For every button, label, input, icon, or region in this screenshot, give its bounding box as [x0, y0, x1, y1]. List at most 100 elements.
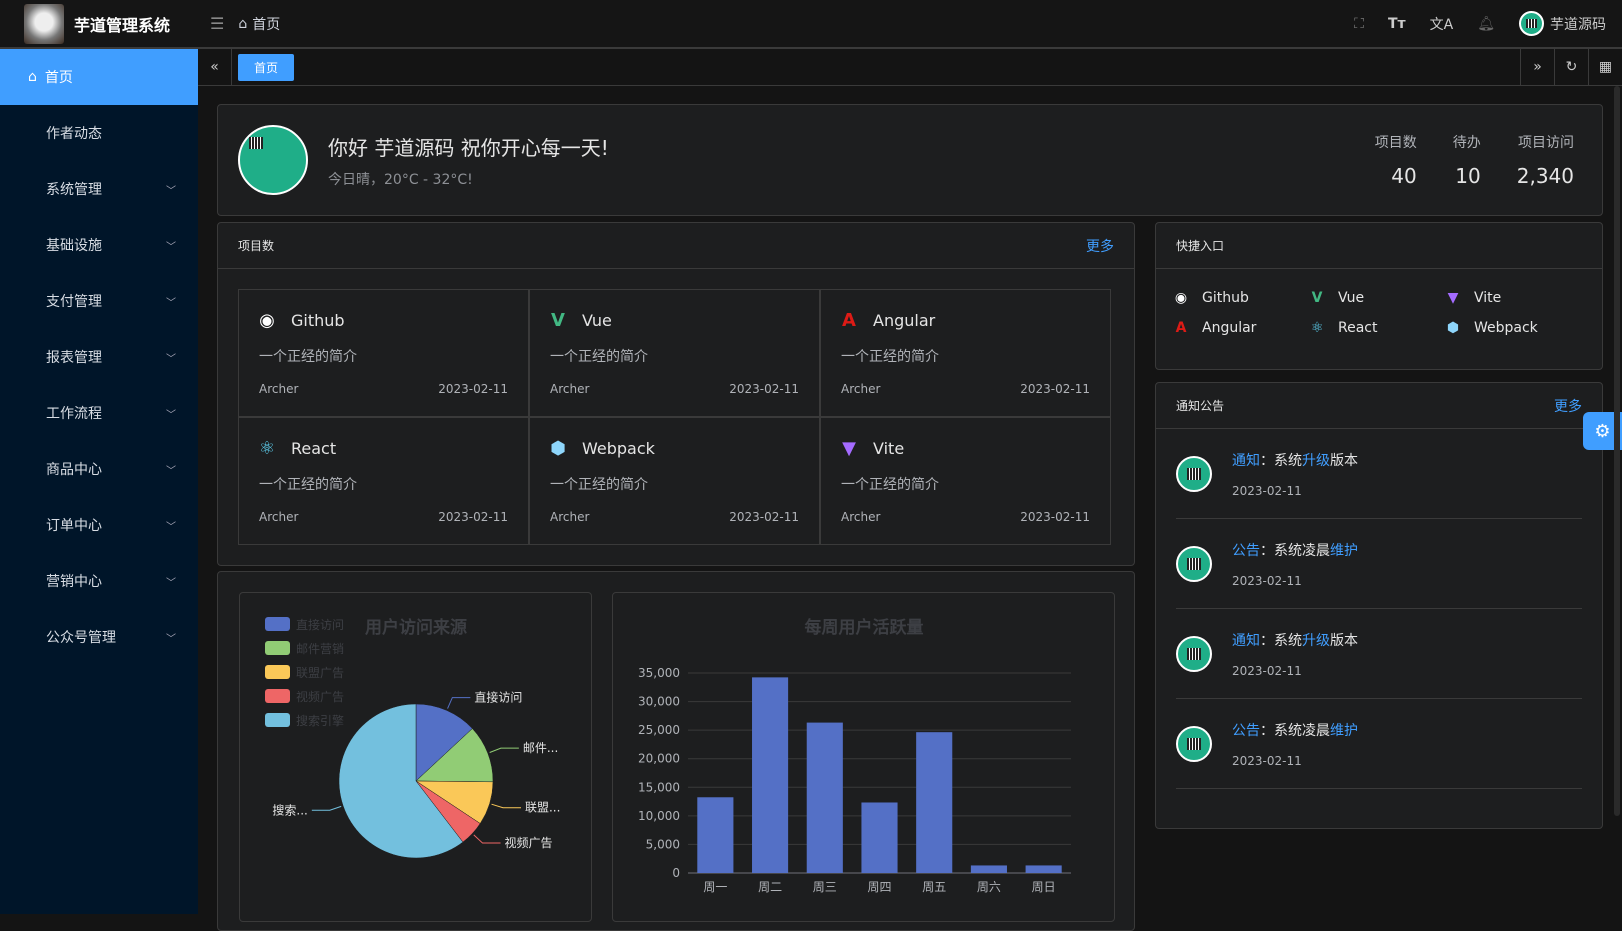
- stat-visits: 项目访问 2,340: [1516, 135, 1574, 188]
- project-name: Vue: [582, 310, 612, 330]
- project-desc: 一个正经的简介: [259, 349, 357, 365]
- project-card[interactable]: ▼ Vite 一个正经的简介 Archer 2023-02-11: [820, 417, 1111, 545]
- project-card[interactable]: A Angular 一个正经的简介 Archer 2023-02-11: [820, 289, 1111, 417]
- sidebar-item[interactable]: 公众号管理 ﹀: [0, 609, 198, 665]
- scroll-right-icon[interactable]: »: [1520, 49, 1554, 85]
- label-line: [491, 803, 521, 809]
- pie-slice: [338, 703, 464, 859]
- sidebar-item[interactable]: 报表管理 ﹀: [0, 329, 198, 385]
- scroll-left-icon[interactable]: «: [198, 49, 232, 85]
- project-card[interactable]: ⚛ React 一个正经的简介 Archer 2023-02-11: [238, 417, 529, 545]
- sidebar-item[interactable]: ⌂ 首页: [0, 49, 198, 105]
- project-date: 2023-02-11: [1020, 382, 1090, 396]
- project-card[interactable]: ◉ Github 一个正经的简介 Archer 2023-02-11: [238, 289, 529, 417]
- notice-date: 2023-02-11: [1232, 753, 1302, 768]
- shortcut-link[interactable]: V Vue: [1308, 289, 1444, 307]
- project-card[interactable]: V Vue 一个正经的简介 Archer 2023-02-11: [529, 289, 820, 417]
- notice-item[interactable]: 通知：系统升级版本 2023-02-11: [1176, 609, 1582, 699]
- slice-label: 直接访问: [474, 690, 522, 705]
- y-tick-label: 30,000: [638, 695, 680, 709]
- sidebar-item-label: 基础设施: [46, 238, 102, 254]
- sidebar-item[interactable]: 工作流程 ﹀: [0, 385, 198, 441]
- notice-text-end: 版本: [1330, 452, 1358, 469]
- projects-card: 项目数 更多 ◉ Github 一个正经的简介 Archer 2023-02-11 V V…: [217, 222, 1135, 566]
- chevron-down-icon: ﹀: [166, 241, 176, 253]
- avatar: [1176, 455, 1212, 492]
- project-name: Vite: [873, 438, 905, 458]
- user-menu[interactable]: 芋道源码: [1519, 11, 1606, 36]
- sidebar-item[interactable]: 作者动态: [0, 105, 198, 161]
- font-size-icon[interactable]: Tт: [1387, 15, 1406, 32]
- refresh-icon[interactable]: ↻: [1554, 49, 1588, 85]
- x-tick-label: 周一: [703, 880, 727, 894]
- avatar: [1176, 545, 1212, 582]
- sidebar-item[interactable]: 基础设施 ﹀: [0, 217, 198, 273]
- bar: [916, 732, 953, 873]
- notice-date: 2023-02-11: [1232, 573, 1302, 588]
- bar-chart: 每周用户活跃量 0 5,000 10,000 15,000 20,000 25,000 30,…: [638, 617, 1071, 894]
- label-line: [473, 834, 501, 844]
- sidebar-item-label: 首页: [44, 70, 73, 86]
- fullscreen-icon[interactable]: ⛶: [1354, 15, 1364, 32]
- sidebar-item[interactable]: 支付管理 ﹀: [0, 273, 198, 329]
- welcome-avatar: [238, 125, 308, 195]
- scrollbar[interactable]: [1614, 86, 1620, 816]
- project-date: 2023-02-11: [438, 382, 508, 396]
- notice-item[interactable]: 公告：系统凌晨维护 2023-02-11: [1176, 699, 1582, 789]
- notice-text-end: 版本: [1330, 632, 1358, 649]
- shortcut-link[interactable]: ⚛ React: [1308, 319, 1444, 337]
- sidebar-item[interactable]: 营销中心 ﹀: [0, 553, 198, 609]
- sidebar-item[interactable]: 商品中心 ﹀: [0, 441, 198, 497]
- shortcut-label: Vite: [1474, 290, 1502, 306]
- breadcrumb[interactable]: ⌂ 首页: [238, 14, 280, 34]
- notice-text: ：系统: [1260, 632, 1302, 649]
- sidebar-item-label: 商品中心: [46, 462, 102, 478]
- legend-label: 直接访问: [296, 617, 344, 632]
- projects-more-link[interactable]: 更多: [1086, 238, 1114, 255]
- sidebar-item[interactable]: 系统管理 ﹀: [0, 161, 198, 217]
- grid-menu-icon[interactable]: ▦: [1588, 49, 1622, 85]
- avatar: [1519, 11, 1544, 36]
- notice-highlight: 维护: [1330, 542, 1358, 559]
- shortcut-link[interactable]: A Angular: [1172, 319, 1308, 337]
- project-card[interactable]: ⬢ Webpack 一个正经的简介 Archer 2023-02-11: [529, 417, 820, 545]
- sidebar-item[interactable]: 订单中心 ﹀: [0, 497, 198, 553]
- project-date: 2023-02-11: [729, 382, 799, 396]
- vite-icon: ▼: [1447, 290, 1459, 306]
- tab-bar: « 首页 » ↻ ▦: [198, 49, 1622, 86]
- bar: [1025, 865, 1062, 873]
- project-author: Archer: [259, 382, 299, 396]
- notice-highlight: 维护: [1330, 722, 1358, 739]
- notices-title: 通知公告: [1176, 399, 1225, 413]
- notices-card: 通知公告 更多 通知：系统升级版本 2023-02-11 公告：系统凌晨维护 2023-…: [1155, 382, 1603, 829]
- label-line: [447, 697, 471, 709]
- project-date: 2023-02-11: [729, 510, 799, 524]
- chevron-down-icon: ﹀: [166, 521, 176, 533]
- logo[interactable]: 芋道管理系统: [0, 0, 198, 48]
- shortcut-link[interactable]: ▼ Vite: [1444, 289, 1580, 307]
- vite-icon: ▼: [842, 437, 856, 459]
- sidebar-item-label: 公众号管理: [46, 630, 116, 646]
- notice-item[interactable]: 公告：系统凌晨维护 2023-02-11: [1176, 519, 1582, 609]
- translate-icon[interactable]: 文A: [1429, 16, 1454, 33]
- shortcut-link[interactable]: ⬢ Webpack: [1444, 319, 1580, 337]
- bell-icon[interactable]: 🔔︎: [1477, 15, 1495, 32]
- notice-type: 公告: [1232, 722, 1260, 739]
- tab-home[interactable]: 首页: [238, 53, 295, 81]
- notice-text: ：系统: [1260, 452, 1302, 469]
- shortcut-label: Webpack: [1474, 320, 1538, 336]
- x-tick-label: 周四: [867, 880, 891, 894]
- x-tick-label: 周六: [977, 880, 1001, 894]
- menu-toggle-icon[interactable]: ☰: [210, 14, 225, 33]
- shortcut-link[interactable]: ◉ Github: [1172, 289, 1308, 307]
- legend-label: 邮件营销: [296, 642, 344, 656]
- project-name: Github: [291, 310, 345, 330]
- notices-more-link[interactable]: 更多: [1554, 398, 1582, 415]
- sidebar: ⌂ 首页 作者动态 系统管理 ﹀ 基础设施 ﹀ 支付管理 ﹀ 报表管理 ﹀ 工作流程 ﹀ 商品中心 ﹀ 订单中…: [0, 49, 198, 914]
- notice-item[interactable]: 通知：系统升级版本 2023-02-11: [1176, 429, 1582, 519]
- project-date: 2023-02-11: [1020, 510, 1090, 524]
- y-tick-label: 20,000: [638, 752, 680, 766]
- sidebar-item-label: 营销中心: [46, 574, 102, 590]
- shortcuts-card: 快捷入口 ◉ Github V Vue ▼ Vite A Angular ⚛ React ⬢ Webp…: [1155, 222, 1603, 370]
- welcome-card: 你好 芋道源码 祝你开心每一天! 今日晴，20°C - 32°C! 项目数 40 …: [217, 104, 1603, 216]
